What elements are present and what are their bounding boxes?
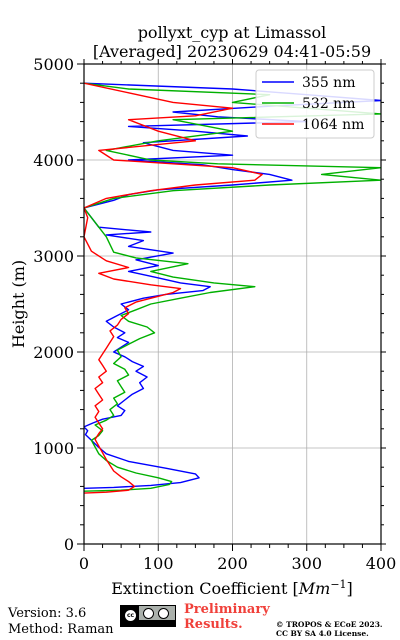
x-tick-label: 100 <box>143 554 174 573</box>
y-tick-label: 0 <box>64 535 74 554</box>
y-axis-label: Height (m) <box>9 260 28 348</box>
chart-title: pollyxt_cyp at Limassol <box>138 23 327 42</box>
y-tick-label: 2000 <box>33 343 74 362</box>
series-line-355-nm <box>84 82 381 489</box>
method-text: Method: Raman <box>8 622 114 637</box>
axis-ticks <box>77 59 386 551</box>
legend-label: 1064 nm <box>302 117 364 133</box>
preliminary-notice: Preliminary Results. <box>184 602 270 632</box>
cc-license-badge: cc <box>120 605 176 627</box>
x-tick-label: 400 <box>366 554 397 573</box>
series-layer <box>84 82 381 494</box>
preliminary-line1: Preliminary <box>184 602 270 617</box>
version-text: Version: 3.6 <box>8 606 87 621</box>
cc-icon: cc <box>124 609 137 622</box>
legend-label: 355 nm <box>302 75 355 91</box>
sa-icon <box>158 608 169 619</box>
legend-label: 532 nm <box>302 96 355 112</box>
series-line-532-nm <box>84 82 381 492</box>
x-axis-label-exponent: −1 <box>330 578 346 591</box>
y-tick-label: 3000 <box>33 247 74 266</box>
legend-box <box>255 69 375 139</box>
chart-subtitle: [Averaged] 20230629 04:41-05:59 <box>93 42 371 61</box>
copyright-line1: © TROPOS & ECoE 2023. <box>276 620 383 629</box>
x-tick-label: 200 <box>217 554 248 573</box>
x-axis-label-main: Extinction Coefficient [ <box>111 579 299 598</box>
y-tick-label: 4000 <box>33 151 74 170</box>
x-tick-label: 300 <box>291 554 322 573</box>
x-tick-label: 0 <box>79 554 89 573</box>
preliminary-line2: Results. <box>184 617 243 632</box>
copyright-line2: CC BY SA 4.0 License. <box>276 629 369 638</box>
by-icon <box>143 608 154 619</box>
series-line-1064-nm <box>84 82 263 494</box>
series-clip-group <box>84 82 381 494</box>
copyright-notice: © TROPOS & ECoE 2023. CC BY SA 4.0 Licen… <box>276 620 383 638</box>
footer-meta: Version: 3.6 Method: Raman <box>8 606 114 638</box>
y-tick-label: 1000 <box>33 439 74 458</box>
legend: 355 nm 532 nm 1064 nm <box>255 69 375 139</box>
cc-badge-strip <box>139 620 175 626</box>
x-axis-label-unit: Mm <box>298 579 331 598</box>
x-axis-label: Extinction Coefficient [Mm−1] <box>111 578 353 598</box>
y-tick-label: 5000 <box>33 55 74 74</box>
x-axis-label-close: ] <box>347 579 353 598</box>
